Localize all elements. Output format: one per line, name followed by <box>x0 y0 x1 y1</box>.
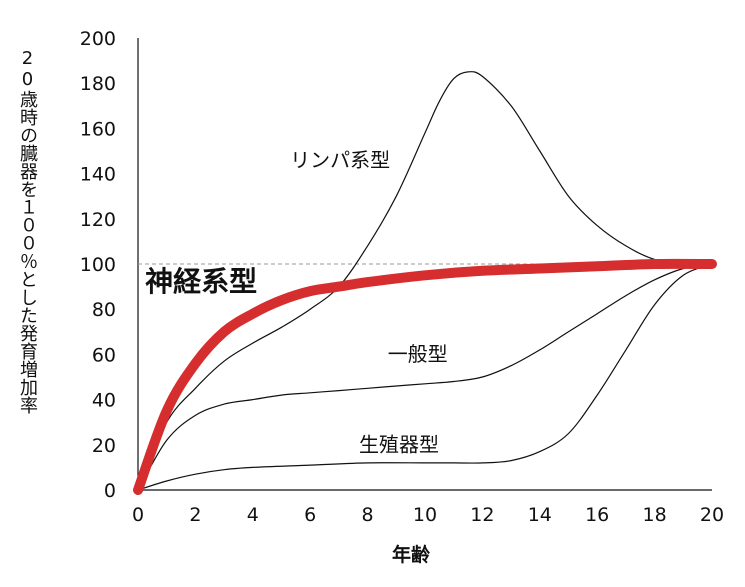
x-tick-label: 8 <box>362 504 374 526</box>
tick-labels: 0 20 40 60 80 100 120 140 160 180 200 0 2 4 6 8 10 12 14 16… <box>80 28 724 526</box>
y-tick-label: 160 <box>80 118 116 140</box>
x-tick-label: 14 <box>528 504 552 526</box>
y-tick-label: 60 <box>92 344 116 366</box>
series-line-general <box>137 263 713 491</box>
series-label-reproductive: 生殖器型 <box>359 433 439 457</box>
x-tick-label: 16 <box>585 504 609 526</box>
series-line-reproductive <box>137 263 713 491</box>
x-tick-label: 4 <box>247 504 259 526</box>
y-axis-label: 20歳時の臓器を１００％とした発育増加率 <box>17 48 38 414</box>
y-tick-label: 20 <box>92 435 116 457</box>
y-tick-label: 120 <box>80 209 116 231</box>
series-lines <box>133 71 717 495</box>
y-tick-label: 0 <box>104 480 116 502</box>
x-tick-label: 2 <box>189 504 201 526</box>
series-line-lymphatic <box>137 71 713 491</box>
series-label-lymphatic: リンパ系型 <box>290 148 390 172</box>
y-tick-label: 200 <box>80 28 116 50</box>
x-axis-label: 年齢 <box>392 544 431 566</box>
x-tick-label: 20 <box>700 504 724 526</box>
y-tick-label: 140 <box>80 164 116 186</box>
x-tick-label: 12 <box>470 504 494 526</box>
y-tick-label: 180 <box>80 73 116 95</box>
x-tick-label: 18 <box>643 504 667 526</box>
x-tick-label: 6 <box>304 504 316 526</box>
x-tick-label: 0 <box>132 504 144 526</box>
x-tick-label: 10 <box>413 504 437 526</box>
y-tick-label: 100 <box>80 254 116 276</box>
y-tick-label: 40 <box>92 390 116 412</box>
series-label-general: 一般型 <box>388 342 448 366</box>
series-label-neural: 神経系型 <box>145 265 257 298</box>
series-line-neural <box>133 258 717 495</box>
y-tick-label: 80 <box>92 299 116 321</box>
